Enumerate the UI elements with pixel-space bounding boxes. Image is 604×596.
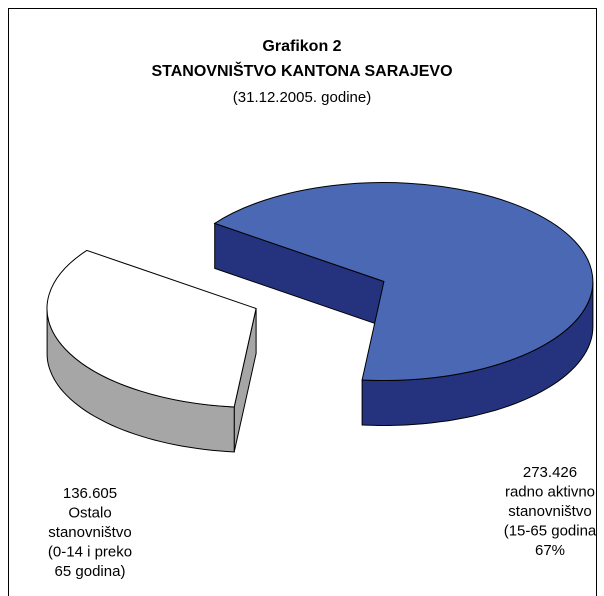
slice [46,249,257,408]
date-label: (31.12.2005. godine) [233,89,371,106]
percent-label: 67% [535,542,565,559]
category-label: stanovništvo [48,524,131,541]
slice [213,182,594,382]
chart-title: Grafikon 2 [262,38,341,55]
category-label: (15-65 godina [504,522,597,539]
value-label: 273.426 [523,464,577,481]
chart-subtitle: STANOVNIŠTVO KANTONA SARAJEVO [151,61,452,80]
category-label: Ostalo [68,504,111,521]
value-label: 136.605 [63,485,117,502]
plot: Grafikon 2 STANOVNIŠTVO KANTONA SARAJEVO… [46,38,597,580]
category-label: radno aktivno [505,483,595,500]
category-label: 65 godina) [55,563,126,580]
category-label: stanovništvo [508,503,591,520]
category-label: (0-14 i preko [48,543,132,560]
